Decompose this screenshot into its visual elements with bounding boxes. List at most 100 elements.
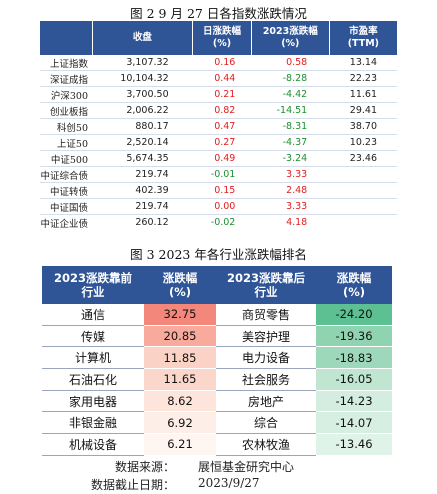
index-ytd-change: -8.28 (251, 70, 330, 87)
industry-table-row: 非银金融 6.92 综合 -14.07 (42, 412, 392, 435)
index-table-row: 科创50 880.17 0.47 -8.31 38.70 (40, 118, 397, 135)
index-close: 219.74 (92, 166, 193, 183)
index-ytd-change: 3.33 (251, 166, 330, 183)
index-table-row: 上证50 2,520.14 0.27 -4.37 10.23 (40, 134, 397, 151)
top-industry-name: 机械设备 (42, 434, 144, 456)
header-top-industry: 2023涨跌靠前 行业 (42, 266, 144, 304)
bottom-industry-change: -14.07 (316, 412, 392, 435)
figure-3-title: 图 3 2023 年各行业涨跌幅排名 (130, 247, 307, 262)
bottom-industry-name: 社会服务 (216, 369, 316, 391)
index-close: 219.74 (92, 198, 193, 215)
index-ytd-change: 4.18 (286, 217, 308, 228)
index-name: 科创50 (40, 118, 92, 135)
index-name: 中证转债 (40, 182, 92, 199)
index-ytd-change: -4.37 (251, 134, 330, 151)
header-index-name (40, 21, 92, 55)
industry-ranking-table: 2023涨跌靠前 行业 涨跌幅 (%) 2023涨跌靠后 行业 涨跌幅 (%) 通信 32… (42, 266, 392, 456)
index-ytd-change: 3.33 (251, 198, 330, 215)
bottom-industry-change: -16.05 (316, 369, 392, 391)
index-ytd-change: -3.24 (251, 150, 330, 167)
index-pe-ttm: 13.14 (329, 55, 397, 71)
top-industry-change: 6.92 (144, 412, 216, 435)
header-bottom-change: 涨跌幅 (%) (316, 266, 392, 304)
index-name: 深证成指 (40, 70, 92, 87)
index-table-row: 深证成指 10,104.32 0.44 -8.28 22.23 (40, 70, 397, 87)
bottom-industry-name: 房地产 (216, 391, 316, 413)
index-name: 上证50 (40, 134, 92, 151)
bottom-industry-change: -18.83 (316, 347, 392, 370)
data-date-label: 数据截止日期： (90, 478, 175, 492)
index-table-row: 创业板指 2,006.22 0.82 -14.51 29.41 (40, 102, 397, 119)
bottom-industry-change: -14.23 (316, 390, 392, 413)
index-name: 创业板指 (40, 102, 92, 119)
index-close: 3,700.50 (92, 86, 193, 103)
index-name: 中证综合债 (40, 166, 92, 183)
top-industry-change: 11.85 (144, 347, 216, 370)
industry-table-header: 2023涨跌靠前 行业 涨跌幅 (%) 2023涨跌靠后 行业 涨跌幅 (%) (42, 266, 392, 304)
index-daily-change: 0.15 (192, 182, 252, 199)
index-table-row: 沪深300 3,700.50 0.21 -4.42 11.61 (40, 86, 397, 103)
data-date-value: 2023/9/27 (198, 476, 260, 490)
index-ytd-change: 2.48 (251, 182, 330, 199)
index-name: 中证国债 (40, 198, 92, 215)
top-industry-change: 8.62 (144, 390, 216, 413)
index-daily-change: 0.49 (192, 150, 252, 167)
index-name: 中证企业债 (40, 218, 88, 230)
header-bottom-industry: 2023涨跌靠后 行业 (216, 266, 316, 304)
index-close: 260.12 (135, 217, 169, 228)
bottom-industry-name: 综合 (216, 412, 316, 435)
header-pe-ttm: 市盈率 (TTM) (328, 21, 397, 55)
index-table-row: 中证企业债 260.12 -0.02 4.18 (40, 215, 397, 231)
industry-table-row: 通信 32.75 商贸零售 -24.20 (42, 304, 392, 326)
top-industry-name: 计算机 (42, 347, 144, 370)
index-name: 沪深300 (40, 86, 92, 103)
industry-table-row: 传媒 20.85 美容护理 -19.36 (42, 325, 392, 348)
index-table-row: 中证国债 219.74 0.00 3.33 (40, 198, 397, 215)
bottom-industry-name: 商贸零售 (216, 304, 316, 326)
industry-table-row: 石油石化 11.65 社会服务 -16.05 (42, 369, 392, 391)
index-pe-ttm: 29.41 (329, 102, 397, 119)
top-industry-name: 非银金融 (42, 412, 144, 435)
header-ytd-change: 2023涨跌幅 (%) (250, 21, 330, 55)
industry-table-row: 机械设备 6.21 农林牧渔 -13.46 (42, 434, 392, 456)
index-ytd-change: 0.58 (251, 55, 330, 71)
top-industry-name: 通信 (42, 304, 144, 326)
bottom-industry-name: 电力设备 (216, 347, 316, 370)
bottom-industry-name: 美容护理 (216, 326, 316, 348)
index-name: 上证指数 (40, 55, 92, 71)
index-daily-change: 0.44 (192, 70, 252, 87)
bottom-industry-change: -24.20 (316, 304, 392, 326)
top-industry-change: 6.21 (144, 434, 216, 456)
index-daily-change: 0.82 (192, 102, 252, 119)
index-pe-ttm: 10.23 (329, 134, 397, 151)
top-industry-change: 20.85 (144, 325, 216, 348)
top-industry-name: 家用电器 (42, 391, 144, 413)
index-pe-ttm: 23.46 (329, 150, 397, 167)
index-daily-change: -0.01 (192, 166, 252, 183)
top-industry-change: 11.65 (144, 369, 216, 391)
index-table-header: 收盘 日涨跌幅 (%) 2023涨跌幅 (%) 市盈率 (TTM) (40, 21, 397, 55)
index-daily-change: 0.21 (192, 86, 252, 103)
header-daily-change: 日涨跌幅 (%) (192, 21, 252, 55)
index-daily-change: 0.00 (192, 198, 252, 215)
top-industry-name: 传媒 (42, 326, 144, 348)
index-close: 10,104.32 (92, 70, 193, 87)
index-close: 2,520.14 (92, 134, 193, 151)
index-daily-change: -0.02 (210, 217, 236, 228)
index-pe-ttm (329, 215, 397, 231)
index-ytd-change: -14.51 (251, 102, 330, 119)
index-daily-change: 0.27 (192, 134, 252, 151)
index-ytd-change: -8.31 (251, 118, 330, 135)
bottom-industry-name: 农林牧渔 (216, 434, 316, 456)
index-pe-ttm: 11.61 (329, 86, 397, 103)
data-source-label: 数据来源： (114, 460, 175, 474)
index-table-row: 中证综合债 219.74 -0.01 3.33 (40, 166, 397, 183)
index-table-row: 中证500 5,674.35 0.49 -3.24 23.46 (40, 150, 397, 167)
index-table-row: 上证指数 3,107.32 0.16 0.58 13.14 (40, 55, 397, 71)
index-close: 2,006.22 (92, 102, 193, 119)
data-source-value: 展恒基金研究中心 (198, 460, 295, 474)
bottom-industry-change: -13.46 (316, 434, 392, 456)
index-daily-change: 0.47 (192, 118, 252, 135)
figure-2-title: 图 2 9 月 27 日各指数涨跌情况 (130, 6, 307, 21)
top-industry-change: 32.75 (144, 304, 216, 326)
